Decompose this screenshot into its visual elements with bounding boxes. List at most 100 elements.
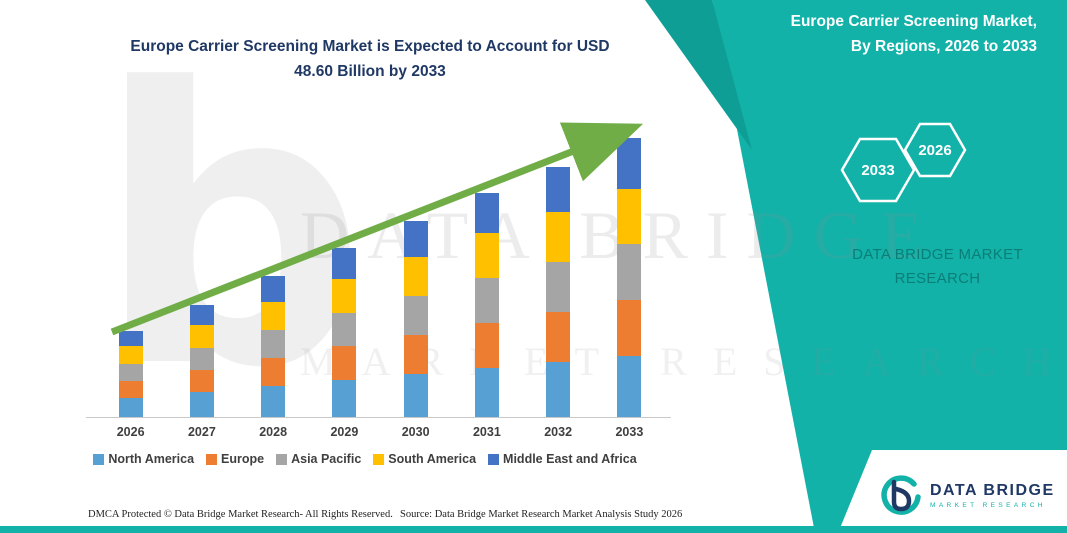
x-axis-labels: 2026 2027 2028 2029 2030 2031 2032 2033 [95,425,665,439]
bar-stack-2033 [617,138,642,417]
x-axis-label: 2030 [401,425,430,439]
bar-segment [403,256,428,296]
bar-segment [474,193,499,234]
legend-item: Middle East and Africa [488,452,637,466]
bar-segment [332,312,357,347]
bar-column [309,130,380,417]
legend-label: Asia Pacific [291,452,362,466]
bar-column [523,130,594,417]
bar-segment [403,373,428,417]
brand-wordmark: DATA BRIDGE MARKET RESEARCH [840,243,1035,291]
bar-segment [474,233,499,279]
bar-segment [403,334,428,374]
year-hexagons: 2033 2026 [840,122,967,203]
bar-segment [617,138,642,189]
legend-item: South America [373,452,476,466]
bottom-teal-strip [0,526,1067,533]
legend-label: North America [108,452,195,466]
company-logo: DATA BRIDGE MARKET RESEARCH [880,474,1055,516]
bar-column [238,130,309,417]
bar-segment [474,367,499,417]
bar-segment [332,248,357,279]
bar-column [451,130,522,417]
chart-title-line2: 48.60 Billion by 2033 [294,62,446,80]
logo-name: DATA BRIDGE [930,481,1055,499]
bar-segment [332,380,357,417]
bar-stack-2029 [332,248,357,417]
bar-column [380,130,451,417]
legend-label: South America [388,452,477,466]
source-note: Source: Data Bridge Market Research Mark… [400,509,683,520]
bar-stack-2028 [261,276,286,417]
bar-segment [189,392,214,417]
bar-segment [546,361,571,417]
bar-segment [118,363,143,381]
x-axis-label: 2032 [544,425,573,439]
x-axis-label: 2027 [187,425,216,439]
bar-segment [261,276,286,302]
bar-segment [118,398,143,417]
bar-column [166,130,237,417]
panel-title-line1: Europe Carrier Screening Market, [790,13,1037,30]
bar-segment [617,299,642,356]
legend-item: Asia Pacific [276,452,361,466]
hexagon-2026 [903,122,967,178]
bar-stack-2032 [546,166,571,417]
bar-segment [261,329,286,358]
x-axis-label: 2029 [330,425,359,439]
hexagon-2033 [840,137,916,203]
bar-segment [118,330,143,347]
bar-segment [546,166,571,213]
bar-segment [474,322,499,368]
bar-segment [474,278,499,323]
legend-swatch [206,453,218,465]
bar-segment [189,369,214,393]
legend-item: Europe [206,452,264,466]
chart-title: Europe Carrier Screening Market is Expec… [60,35,680,85]
logo-b-icon [881,475,921,515]
x-axis-label: 2026 [116,425,145,439]
bar-column [95,130,166,417]
x-axis-label: 2031 [472,425,501,439]
chart-legend: North America Europe Asia Pacific South Ame… [55,452,675,466]
brand-line2: RESEARCH [894,270,981,287]
bar-segment [118,346,143,364]
panel-title-line2: By Regions, 2026 to 2033 [850,37,1037,55]
dmca-notice: DMCA Protected © Data Bridge Market Rese… [88,509,393,520]
bar-segment [332,346,357,381]
legend-swatch [488,453,500,465]
legend-label: Europe [221,452,265,466]
bar-column [594,130,665,417]
stacked-bar-chart [95,130,665,417]
logo-tagline: MARKET RESEARCH [930,501,1046,509]
legend-item: North America [93,452,194,466]
bar-segment [261,386,286,417]
x-axis-line [86,417,671,418]
chart-title-line1: Europe Carrier Screening Market is Expec… [130,38,610,55]
bar-segment [546,212,571,263]
bar-stack-2026 [118,330,143,417]
bar-stack-2031 [474,193,499,417]
bar-segment [617,244,642,300]
bar-segment [332,278,357,313]
bar-segment [617,188,642,245]
bar-segment [118,380,143,399]
bar-stack-2027 [189,305,214,417]
bar-segment [189,305,214,326]
bar-segment [546,262,571,312]
bar-segment [546,311,571,362]
bar-segment [617,355,642,417]
hexagon-year-2033: 2033 [861,162,894,179]
hexagon-year-2026: 2026 [918,142,951,159]
bar-segment [189,347,214,370]
bar-segment [261,357,286,387]
legend-swatch [373,453,385,465]
bar-stack-2030 [403,221,428,417]
bar-segment [403,295,428,335]
legend-swatch [276,453,288,465]
brand-line1: DATA BRIDGE MARKET [852,246,1023,263]
bar-segment [189,325,214,348]
legend-swatch [93,453,105,465]
